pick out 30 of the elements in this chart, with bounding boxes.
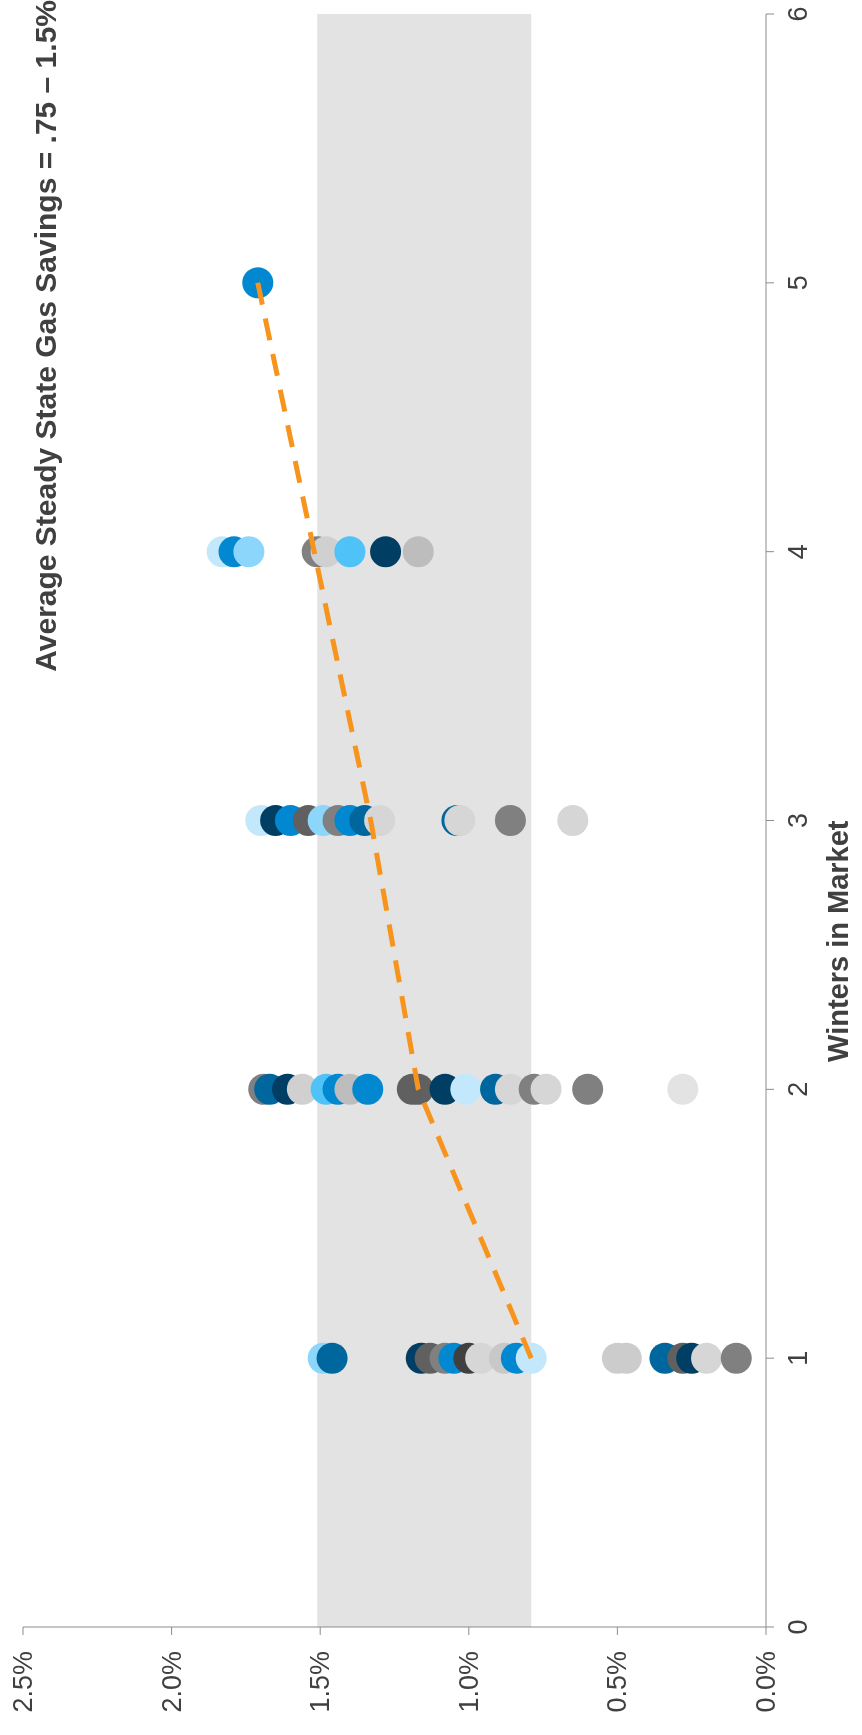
x-tick-label: 2.0% — [156, 1651, 187, 1713]
y-tick-label: 2 — [783, 1081, 813, 1097]
x-tick-label: 0.0% — [751, 1651, 781, 1713]
point — [233, 536, 265, 568]
point — [557, 805, 589, 836]
point — [370, 536, 402, 568]
y-tick-label: 0 — [783, 1619, 813, 1635]
point — [450, 1073, 482, 1105]
x-tick-label: 1.0% — [453, 1651, 484, 1713]
y-tick-label: 6 — [783, 6, 813, 22]
y-axis-title: Winters in Market — [822, 820, 855, 1062]
point — [494, 805, 526, 836]
x-tick-label: 1.5% — [305, 1651, 336, 1713]
point — [242, 267, 274, 299]
point — [352, 1073, 384, 1105]
text: Average Steady State Gas Savings = .75 – 1.5% — [28, 0, 63, 674]
x-tick-label: 0.5% — [602, 1651, 633, 1713]
point — [667, 1073, 699, 1105]
y-tick-label: 1 — [783, 1350, 813, 1366]
point — [316, 1342, 348, 1374]
point — [572, 1073, 604, 1105]
point — [720, 1342, 752, 1374]
point — [691, 1342, 723, 1374]
point — [530, 1073, 562, 1105]
y-tick-label: 4 — [783, 544, 813, 560]
point — [334, 536, 366, 568]
y-tick-label: 5 — [783, 275, 813, 291]
y-tick-label: 3 — [783, 812, 813, 829]
point — [402, 536, 434, 568]
x-tick-label: 2.5% — [8, 1651, 38, 1713]
